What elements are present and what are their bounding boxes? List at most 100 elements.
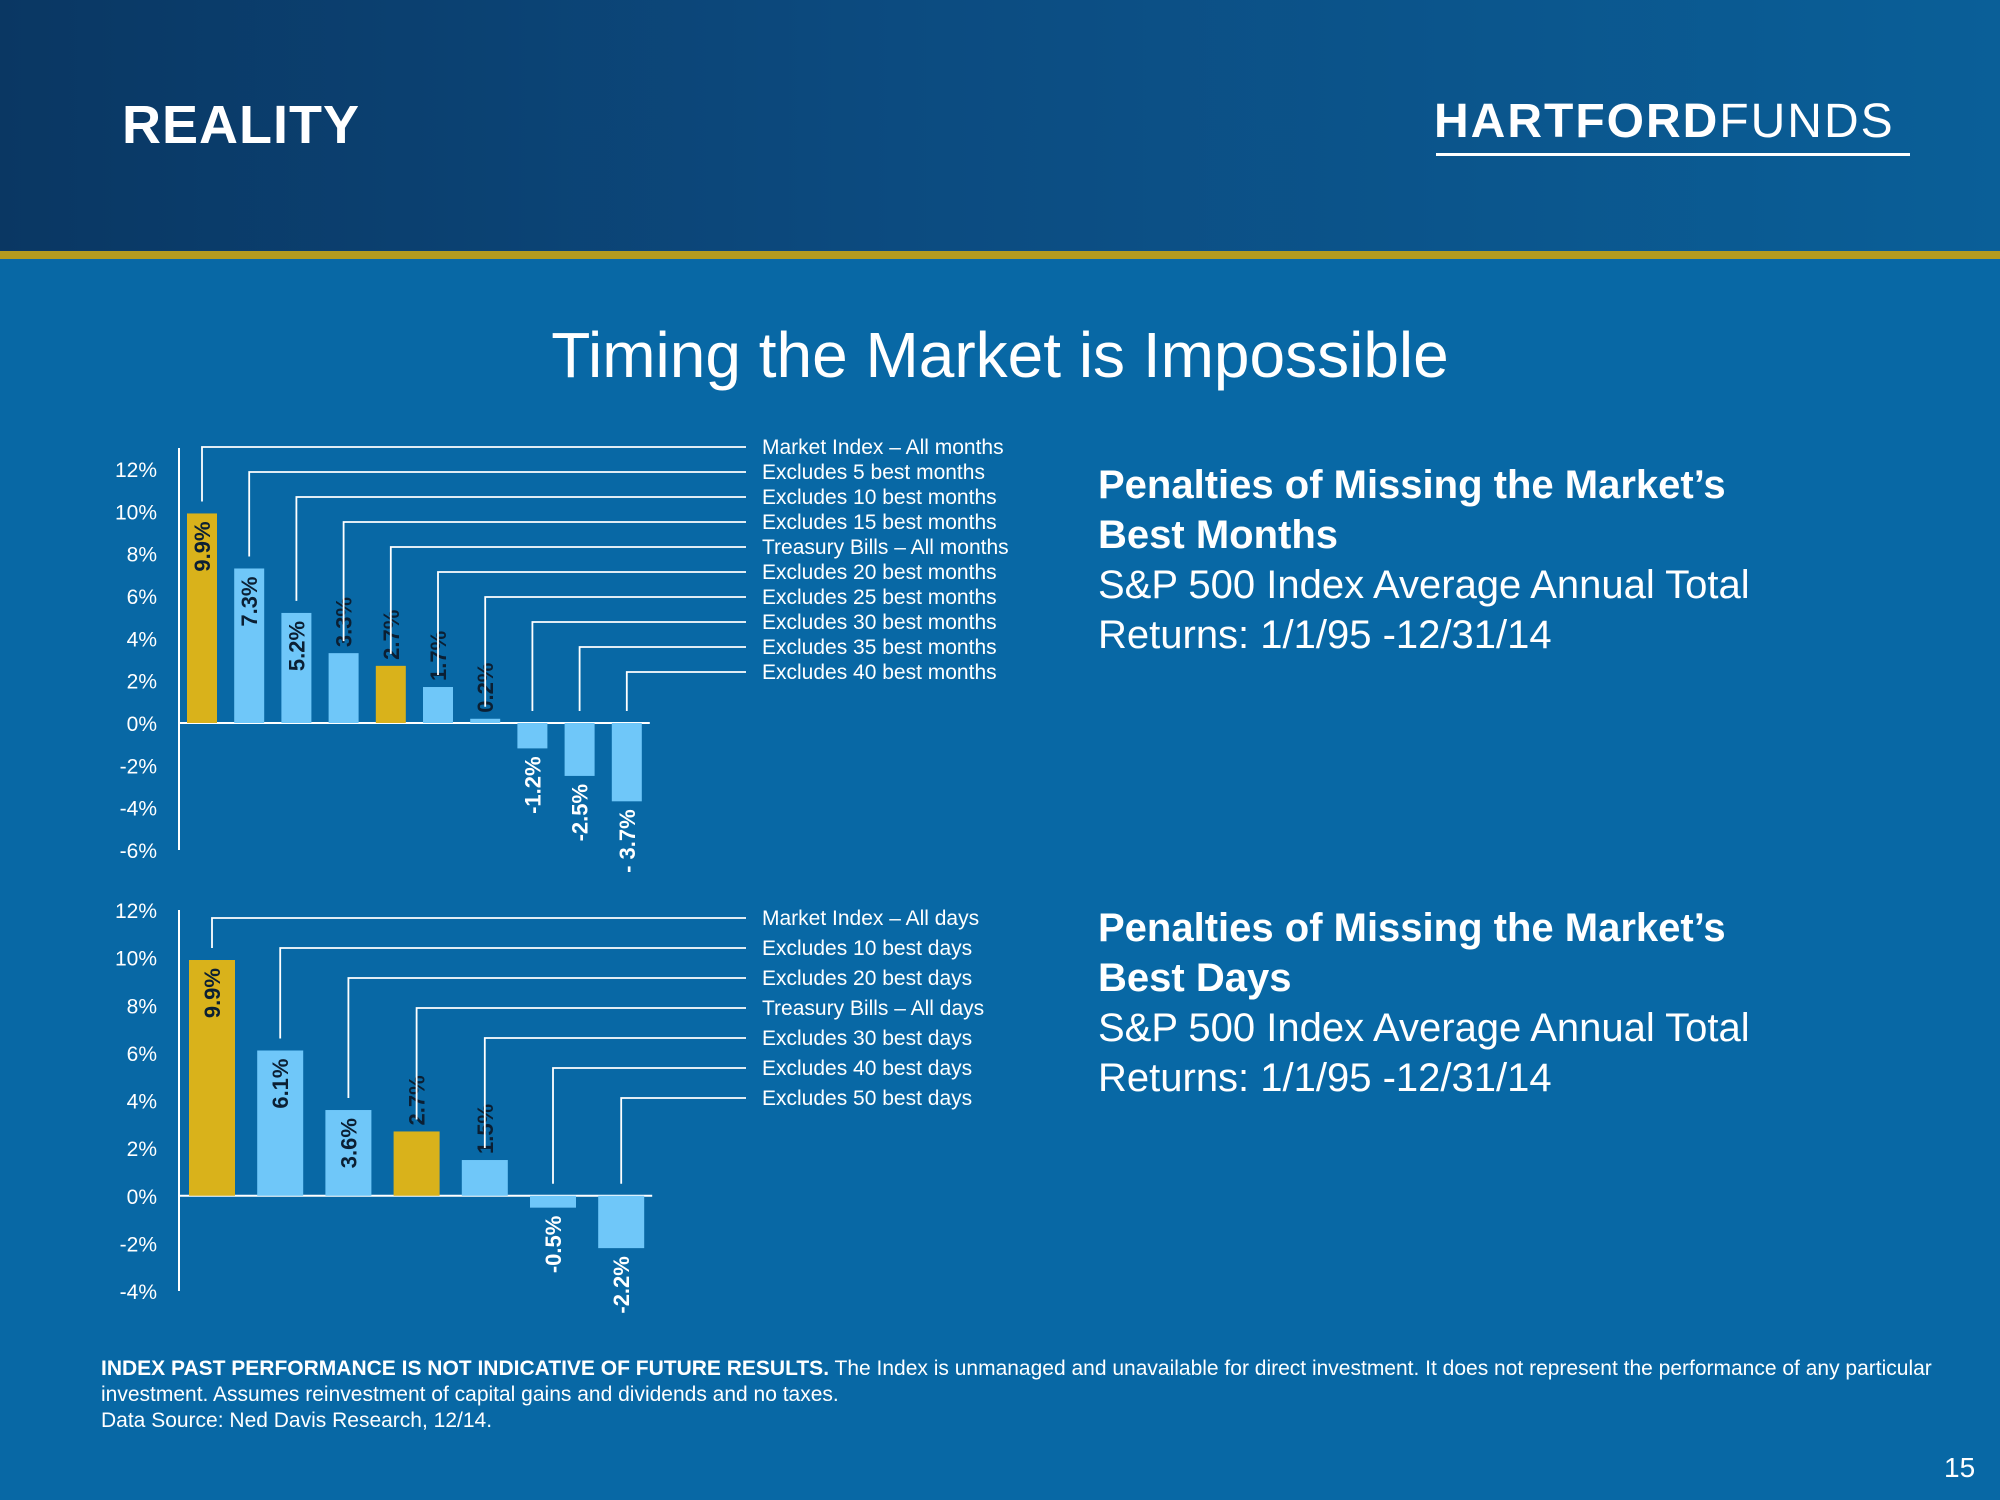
days-heading-line1: Penalties of Missing the Market’s (1098, 906, 1726, 950)
days-legend-entry: Market Index – All days (762, 907, 979, 930)
days-bar (393, 1131, 440, 1196)
days-subtitle-line1: S&P 500 Index Average Annual Total (1098, 1006, 1750, 1050)
months-y-tick-label: 12% (115, 459, 157, 482)
months-leader-line (578, 646, 746, 711)
logo-light-text: FUNDS (1719, 95, 1895, 148)
days-heading-line2: Best Days (1098, 956, 1292, 1000)
months-legend-entry: Excludes 35 best months (762, 636, 997, 659)
months-y-tick-label: -2% (120, 755, 157, 778)
days-bar (325, 1110, 372, 1196)
months-subtitle-line2: Returns: 1/1/95 -12/31/14 (1098, 613, 1552, 657)
months-leader-line (389, 546, 746, 654)
months-bar (423, 687, 453, 723)
months-leader-line (484, 596, 746, 707)
months-legend-entry: Excludes 10 best months (762, 486, 997, 509)
months-y-tick-label: 2% (127, 671, 157, 694)
days-y-tick-label: 6% (127, 1043, 157, 1066)
page-title: Timing the Market is Impossible (551, 319, 1449, 391)
days-data-label: 9.9% (200, 968, 225, 1018)
months-leader-line (531, 621, 746, 711)
days-y-tick-label: 0% (127, 1186, 157, 1209)
hartford-funds-logo: HARTFORDFUNDS (1434, 94, 1895, 149)
months-subtitle-line1: S&P 500 Index Average Annual Total (1098, 563, 1750, 607)
days-bar (461, 1160, 508, 1196)
footnote-source: Data Source: Ned Davis Research, 12/14. (101, 1409, 493, 1432)
days-y-tick-label: 2% (127, 1138, 157, 1161)
days-legend-entry: Excludes 20 best days (762, 967, 972, 990)
days-leader-line (211, 917, 746, 949)
days-bar (530, 1195, 576, 1208)
months-leader-line (201, 446, 746, 502)
days-legend-entry: Excludes 10 best days (762, 937, 972, 960)
months-legend-entry: Excludes 20 best months (762, 561, 997, 584)
days-legend-entry: Excludes 40 best days (762, 1057, 972, 1080)
months-y-tick-label: -6% (120, 840, 157, 863)
days-y-tick-label: 4% (127, 1091, 157, 1114)
months-heading-line1: Penalties of Missing the Market’s (1098, 463, 1726, 507)
months-legend-entry: Excludes 5 best months (762, 461, 985, 484)
months-bar (611, 723, 642, 802)
days-leader-line (552, 1067, 746, 1184)
months-bar (234, 568, 265, 723)
months-bar (564, 723, 595, 776)
months-bar (375, 665, 406, 723)
months-y-tick-label: 8% (127, 544, 157, 567)
days-leader-line (347, 977, 746, 1099)
days-description: Penalties of Missing the Market’s Best D… (1098, 903, 1750, 1103)
days-legend-entry: Treasury Bills – All days (762, 997, 984, 1020)
days-bar (598, 1195, 645, 1249)
days-leader-line (415, 1007, 746, 1120)
days-subtitle: S&P 500 Index Average Annual Total Retur… (1098, 1003, 1750, 1103)
days-subtitle-line2: Returns: 1/1/95 -12/31/14 (1098, 1056, 1552, 1100)
months-legend-entry: Excludes 25 best months (762, 586, 997, 609)
logo-underline (1436, 153, 1910, 156)
days-leader-line (483, 1037, 746, 1149)
months-y-tick-label: 4% (127, 628, 157, 651)
months-leader-line (625, 671, 746, 711)
months-subtitle: S&P 500 Index Average Annual Total Retur… (1098, 560, 1750, 660)
months-legend-entry: Excludes 15 best months (762, 511, 997, 534)
months-data-label: 5.2% (284, 621, 309, 671)
days-bar (189, 960, 235, 1196)
days-legend-entry: Excludes 30 best days (762, 1027, 972, 1050)
footnote-disclaimer: INDEX PAST PERFORMANCE IS NOT INDICATIVE… (101, 1357, 830, 1380)
months-leader-line (342, 521, 746, 642)
months-description: Penalties of Missing the Market’s Best M… (1098, 460, 1750, 660)
days-data-label: -0.5% (541, 1216, 566, 1273)
section-label: REALITY (122, 95, 361, 155)
days-data-label: 3.6% (336, 1118, 361, 1168)
months-leader-line (248, 471, 746, 557)
header-band (0, 0, 2000, 251)
footnote-text: The Index is unmanaged and unavailable f… (101, 1357, 1932, 1406)
months-y-tick-label: 6% (127, 586, 157, 609)
days-y-tick-label: 10% (115, 948, 157, 971)
header-divider (0, 251, 2000, 259)
months-bar (281, 612, 312, 723)
months-legend-entry: Excludes 30 best months (762, 611, 997, 634)
months-bar (517, 723, 548, 749)
months-leader-line (295, 496, 746, 601)
months-legend-entry: Excludes 40 best months (762, 661, 997, 684)
months-data-label: 9.9% (190, 521, 215, 571)
months-y-tick-label: -4% (120, 798, 157, 821)
months-legend-entry: Treasury Bills – All months (762, 536, 1009, 559)
months-bar (328, 653, 359, 723)
months-legend-entry: Market Index – All months (762, 436, 1004, 459)
days-heading: Penalties of Missing the Market’s Best D… (1098, 903, 1750, 1003)
days-leader-line (279, 947, 746, 1039)
months-bar (187, 513, 217, 723)
days-data-label: -2.2% (609, 1256, 634, 1313)
months-heading: Penalties of Missing the Market’s Best M… (1098, 460, 1750, 560)
months-leader-line (437, 571, 746, 676)
days-data-label: 6.1% (268, 1058, 293, 1108)
days-y-tick-label: 8% (127, 995, 157, 1018)
days-bar (257, 1050, 304, 1196)
days-y-tick-label: 12% (115, 900, 157, 923)
days-leader-line (620, 1097, 746, 1184)
footnote: INDEX PAST PERFORMANCE IS NOT INDICATIVE… (101, 1356, 1941, 1434)
months-y-tick-label: 0% (127, 713, 157, 736)
days-y-tick-label: -4% (120, 1281, 157, 1304)
months-data-label: 7.3% (237, 576, 262, 626)
days-y-tick-label: -2% (120, 1233, 157, 1256)
